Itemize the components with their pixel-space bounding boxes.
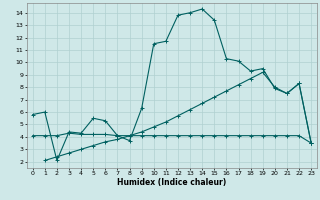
X-axis label: Humidex (Indice chaleur): Humidex (Indice chaleur) [117, 178, 227, 187]
